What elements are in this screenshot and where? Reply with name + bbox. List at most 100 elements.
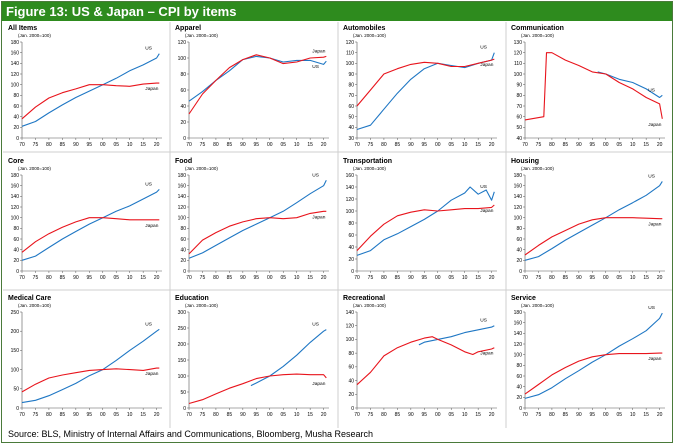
x-tick-label: 75 — [368, 412, 374, 418]
chart-title: Transportation — [343, 158, 392, 165]
y-tick-label: 180 — [514, 310, 523, 316]
x-tick-label: 90 — [73, 412, 79, 418]
x-tick-label: 80 — [213, 142, 219, 148]
x-tick-label: 95 — [87, 142, 93, 148]
x-tick-label: 20 — [321, 275, 327, 281]
x-tick-label: 00 — [603, 412, 609, 418]
y-tick-label: 150 — [178, 358, 187, 364]
x-tick-label: 95 — [590, 142, 596, 148]
chart-title: Apparel — [175, 25, 201, 32]
series-label: Japan — [480, 208, 493, 214]
x-tick-label: 85 — [395, 142, 401, 148]
x-tick-label: 85 — [60, 412, 66, 418]
x-tick-label: 05 — [113, 275, 119, 281]
series-label: US — [145, 321, 152, 327]
y-tick-label: 80 — [516, 226, 522, 232]
y-tick-label: 120 — [514, 205, 523, 211]
series-label: Japan — [145, 223, 158, 229]
y-tick-label: 80 — [516, 363, 522, 369]
y-tick-label: 110 — [346, 50, 354, 56]
x-tick-label: 00 — [435, 275, 441, 281]
series-label: US — [648, 173, 655, 179]
y-tick-label: 140 — [514, 194, 523, 200]
y-tick-label: 250 — [11, 310, 20, 316]
chart-panel-housing: Housing(Jan. 2000=100) 0 20 40 60 80 100 120 140… — [511, 158, 665, 281]
x-tick-label: 00 — [603, 275, 609, 281]
x-tick-label: 75 — [536, 412, 542, 418]
y-tick-label: 140 — [178, 194, 187, 200]
y-tick-label: 80 — [348, 82, 354, 88]
x-tick-label: 70 — [19, 412, 25, 418]
chart-panel-communication: Communication(Jan. 2000=100) 40 50 60 70 80 90… — [511, 25, 665, 148]
x-tick-label: 90 — [576, 412, 582, 418]
y-tick-label: 160 — [514, 183, 523, 189]
x-tick-label: 70 — [354, 142, 360, 148]
x-tick-label: 15 — [643, 412, 649, 418]
series-label: Japan — [145, 371, 158, 377]
y-tick-label: 0 — [351, 269, 354, 275]
series-label: Japan — [312, 214, 325, 220]
x-tick-label: 95 — [422, 412, 428, 418]
y-tick-label: 0 — [183, 269, 186, 275]
chart-unit-label: (Jan. 2000=100) — [18, 33, 51, 38]
x-tick-label: 75 — [536, 142, 542, 148]
x-tick-label: 15 — [643, 142, 649, 148]
series-line-japan — [356, 204, 495, 251]
chart-unit-label: (Jan. 2000=100) — [353, 303, 386, 308]
y-tick-label: 20 — [516, 395, 522, 401]
series-label: Japan — [480, 351, 493, 357]
y-tick-label: 140 — [11, 61, 20, 67]
y-tick-label: 0 — [183, 136, 186, 142]
y-tick-label: 130 — [514, 40, 523, 46]
x-tick-label: 20 — [657, 275, 663, 281]
chart-unit-label: (Jan. 2000=100) — [521, 303, 554, 308]
x-tick-label: 85 — [395, 275, 401, 281]
x-tick-label: 10 — [294, 275, 300, 281]
x-tick-label: 05 — [280, 275, 286, 281]
series-label: US — [480, 45, 487, 51]
chart-panel-all-items: All Items(Jan. 2000=100) 0 20 40 60 80 100 120 1… — [8, 25, 162, 148]
chart-title: Housing — [511, 158, 539, 165]
x-tick-label: 75 — [33, 142, 39, 148]
y-tick-label: 120 — [11, 205, 20, 211]
y-tick-label: 120 — [514, 342, 523, 348]
x-tick-label: 00 — [267, 142, 273, 148]
y-tick-label: 160 — [514, 320, 523, 326]
x-tick-label: 05 — [113, 142, 119, 148]
x-tick-label: 10 — [294, 142, 300, 148]
series-line-japan — [21, 82, 160, 120]
series-label: US — [480, 184, 487, 190]
y-tick-label: 20 — [13, 125, 19, 131]
x-tick-label: 10 — [294, 412, 300, 418]
x-tick-label: 85 — [227, 142, 233, 148]
x-tick-label: 95 — [254, 275, 260, 281]
x-tick-label: 70 — [186, 275, 192, 281]
y-tick-label: 100 — [178, 56, 187, 62]
y-tick-label: 100 — [11, 82, 20, 88]
x-tick-label: 10 — [630, 142, 636, 148]
x-tick-label: 75 — [536, 275, 542, 281]
series-label: US — [312, 172, 319, 178]
y-tick-label: 120 — [178, 40, 187, 46]
x-tick-label: 20 — [489, 275, 495, 281]
y-tick-label: 60 — [516, 374, 522, 380]
x-tick-label: 85 — [395, 412, 401, 418]
x-tick-label: 80 — [381, 142, 387, 148]
series-line-us — [188, 55, 327, 102]
chart-title: Core — [8, 158, 24, 165]
chart-panel-food: Food(Jan. 2000=100) 0 20 40 60 80 100 120 140 160… — [175, 158, 329, 281]
y-tick-label: 140 — [346, 310, 355, 316]
x-tick-label: 70 — [19, 275, 25, 281]
chart-unit-label: (Jan. 2000=100) — [185, 33, 218, 38]
y-tick-label: 70 — [348, 93, 354, 99]
series-line-us — [597, 71, 663, 99]
chart-panel-core: Core(Jan. 2000=100) 0 20 40 60 80 100 120 140 160… — [8, 158, 162, 281]
x-tick-label: 05 — [448, 275, 454, 281]
y-tick-label: 50 — [180, 390, 186, 396]
series-line-japan — [524, 352, 663, 395]
y-tick-label: 120 — [11, 72, 20, 78]
x-tick-label: 85 — [227, 412, 233, 418]
y-tick-label: 40 — [13, 114, 19, 120]
x-tick-label: 70 — [522, 275, 528, 281]
